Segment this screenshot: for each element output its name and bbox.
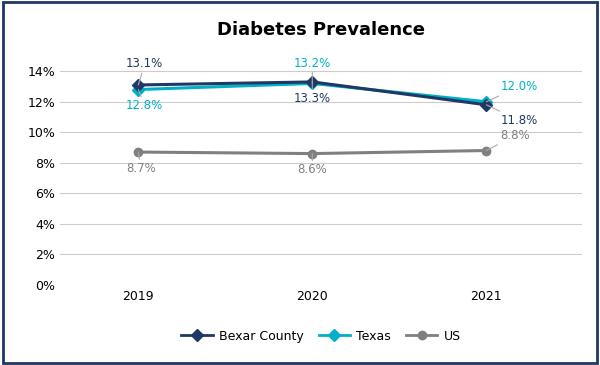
Line: US: US: [134, 146, 490, 158]
Bexar County: [135, 83, 142, 87]
Texas: [135, 87, 142, 92]
US: [309, 151, 316, 156]
Text: 12.0%: 12.0%: [487, 80, 538, 102]
Texas: [483, 100, 490, 104]
Text: 8.6%: 8.6%: [298, 154, 327, 177]
US: [135, 150, 142, 154]
US: [483, 148, 490, 153]
Text: 8.7%: 8.7%: [126, 152, 156, 175]
Title: Diabetes Prevalence: Diabetes Prevalence: [217, 22, 425, 39]
Text: 13.2%: 13.2%: [293, 57, 331, 84]
Text: 8.8%: 8.8%: [487, 129, 530, 150]
Bexar County: [483, 103, 490, 107]
Line: Texas: Texas: [134, 79, 490, 106]
Legend: Bexar County, Texas, US: Bexar County, Texas, US: [176, 325, 466, 348]
Bexar County: [309, 80, 316, 84]
Text: 11.8%: 11.8%: [487, 105, 538, 127]
Text: 13.3%: 13.3%: [294, 82, 331, 105]
Text: 13.1%: 13.1%: [126, 57, 163, 85]
Text: 12.8%: 12.8%: [126, 89, 163, 112]
Texas: [309, 81, 316, 86]
Line: Bexar County: Bexar County: [134, 78, 490, 109]
